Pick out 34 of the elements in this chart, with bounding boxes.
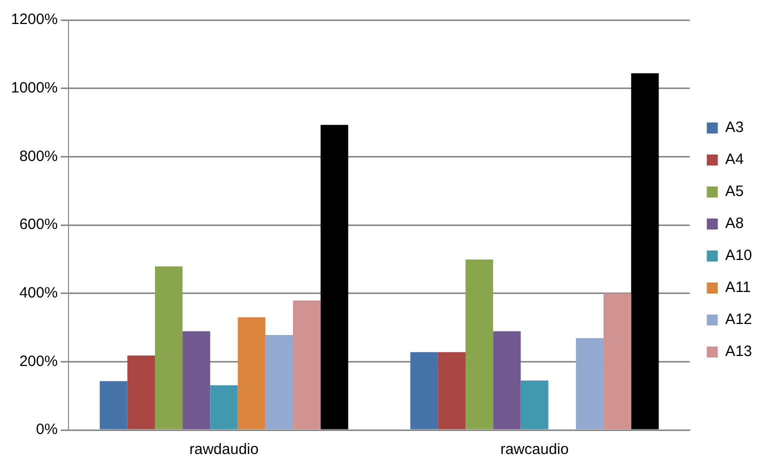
bar <box>493 331 521 430</box>
x-tick-label: rawcaudio <box>500 441 569 458</box>
bar <box>631 73 659 430</box>
bar <box>154 266 183 430</box>
bar <box>520 380 548 430</box>
bar <box>238 317 266 430</box>
bar <box>410 352 438 430</box>
bar <box>576 338 604 430</box>
legend-label: A11 <box>725 279 751 296</box>
bar <box>210 385 238 430</box>
y-tick-label: 1000% <box>10 79 58 96</box>
legend-label: A3 <box>725 119 744 136</box>
bar <box>265 335 293 430</box>
y-tick-label: 600% <box>19 216 58 234</box>
bar <box>292 300 321 430</box>
legend-label: A8 <box>725 215 744 232</box>
bar <box>320 124 348 430</box>
legend-label: A13 <box>725 343 752 360</box>
bar <box>466 260 494 430</box>
x-tick-label: rawdaudio <box>189 441 259 458</box>
bar <box>127 356 155 430</box>
y-tick-label: 400% <box>19 284 58 302</box>
y-tick-label: 1200% <box>10 11 58 28</box>
bar <box>100 381 128 430</box>
bar <box>604 293 632 430</box>
legend-label: A12 <box>725 311 752 328</box>
legend-label: A5 <box>725 183 744 200</box>
legend-label: A10 <box>725 247 752 264</box>
y-tick-label: 800% <box>19 148 58 165</box>
bar <box>182 331 210 430</box>
y-tick-label: 200% <box>19 352 58 370</box>
bar <box>438 352 466 430</box>
legend-label: A4 <box>725 151 744 168</box>
y-tick-label: 0% <box>36 421 58 438</box>
